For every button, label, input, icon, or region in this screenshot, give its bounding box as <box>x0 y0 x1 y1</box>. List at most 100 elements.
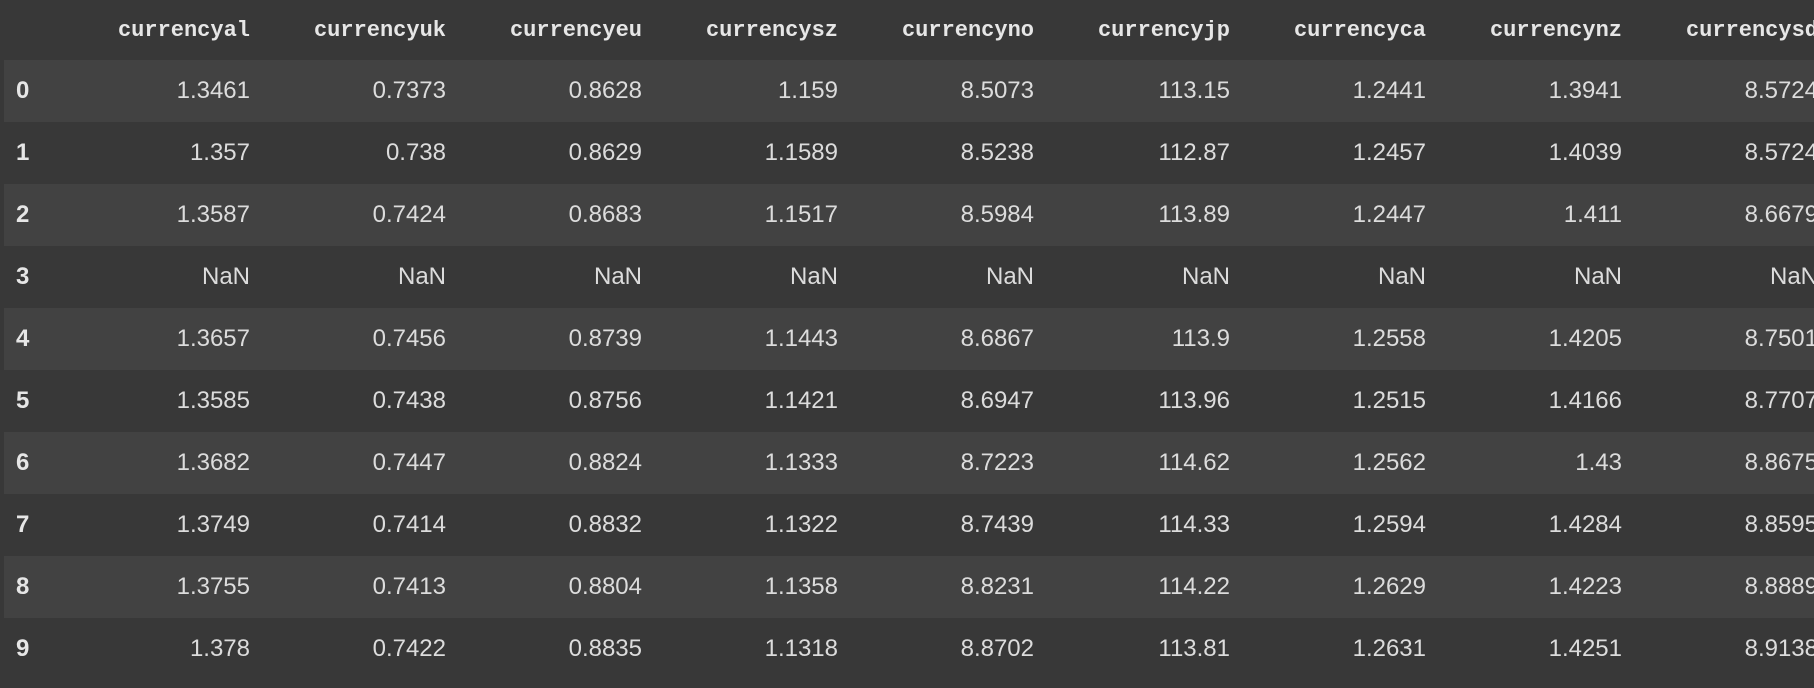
header-row: currencyal currencyuk currencyeu currenc… <box>4 0 1814 60</box>
column-header-currencyca: currencyca <box>1293 17 1426 43</box>
table-cell-currencyca: 1.2515 <box>1352 387 1426 414</box>
row-index-label: 7 <box>16 511 30 538</box>
table-cell-currencyeu: 0.8629 <box>568 139 642 166</box>
table-cell-currencyca: 1.2441 <box>1352 77 1426 104</box>
table-cell-currencynz: 1.4284 <box>1548 511 1622 538</box>
table-cell-currencyeu: 0.8628 <box>568 77 642 104</box>
table-cell-currencyuk: 0.7456 <box>372 325 446 352</box>
column-header-currencyeu: currencyeu <box>509 17 642 43</box>
row-index-label: 3 <box>16 263 30 290</box>
table-cell-currencyjp: NaN <box>1181 263 1230 290</box>
table-cell-currencyno: NaN <box>985 263 1034 290</box>
table-cell-currencysd: 8.8889 <box>1744 573 1814 600</box>
table-row: 1 1.357 0.738 0.8629 1.1589 8.5238 112.87 1.245… <box>4 122 1814 184</box>
table-cell-currencyuk: 0.7373 <box>372 77 446 104</box>
row-index-label: 2 <box>16 201 30 228</box>
table-cell-currencynz: 1.4166 <box>1548 387 1622 414</box>
column-header-currencyal: currencyal <box>117 17 250 43</box>
row-index-label: 0 <box>16 77 30 104</box>
table-cell-currencyal: 1.3682 <box>176 449 250 476</box>
table-cell-currencyeu: NaN <box>593 263 642 290</box>
table-cell-currencysz: 1.1333 <box>764 449 838 476</box>
table-header: currencyal currencyuk currencyeu currenc… <box>4 0 1814 60</box>
table-cell-currencyuk: 0.738 <box>385 139 446 166</box>
table-cell-currencyca: 1.2629 <box>1352 573 1426 600</box>
table-cell-currencyno: 8.8702 <box>960 635 1034 662</box>
table-cell-currencyal: 1.3657 <box>176 325 250 352</box>
row-index-label: 9 <box>16 635 30 662</box>
table-cell-currencyno: 8.8231 <box>960 573 1034 600</box>
table-cell-currencynz: 1.4251 <box>1548 635 1622 662</box>
table-cell-currencyca: 1.2562 <box>1352 449 1426 476</box>
table-cell-currencysd: 8.8675 <box>1744 449 1814 476</box>
table-cell-currencyjp: 113.15 <box>1158 77 1230 104</box>
table-row: 8 1.3755 0.7413 0.8804 1.1358 8.8231 114.22 1.2… <box>4 556 1814 618</box>
table-cell-currencynz: NaN <box>1573 263 1622 290</box>
table-cell-currencysd: 8.7501 <box>1744 325 1814 352</box>
table-row: 2 1.3587 0.7424 0.8683 1.1517 8.5984 113.89 1.2… <box>4 184 1814 246</box>
table-cell-currencyuk: 0.7413 <box>372 573 446 600</box>
table-cell-currencyal: NaN <box>201 263 250 290</box>
table-cell-currencyca: 1.2558 <box>1352 325 1426 352</box>
table-cell-currencyjp: 114.22 <box>1158 573 1230 600</box>
table-row: 9 1.378 0.7422 0.8835 1.1318 8.8702 113.81 1.26… <box>4 618 1814 680</box>
table-cell-currencysz: 1.1421 <box>764 387 838 414</box>
table-cell-currencyuk: 0.7422 <box>372 635 446 662</box>
table-cell-currencyjp: 113.9 <box>1171 325 1230 352</box>
column-header-currencysd: currencysd <box>1685 17 1814 43</box>
table-cell-currencysd: 8.5724 <box>1744 77 1814 104</box>
table-cell-currencysd: 8.8595 <box>1744 511 1814 538</box>
table-cell-currencysz: 1.1517 <box>764 201 838 228</box>
table-cell-currencysz: 1.1358 <box>764 573 838 600</box>
table-cell-currencysz: 1.1318 <box>764 635 838 662</box>
table-cell-currencyeu: 0.8804 <box>568 573 642 600</box>
table-cell-currencyca: 1.2447 <box>1352 201 1426 228</box>
table-cell-currencysd: 8.7707 <box>1744 387 1814 414</box>
table-cell-currencynz: 1.43 <box>1575 449 1622 476</box>
table-cell-currencyno: 8.7439 <box>960 511 1034 538</box>
table-cell-currencyal: 1.3587 <box>176 201 250 228</box>
table-cell-currencyeu: 0.8756 <box>568 387 642 414</box>
table-cell-currencyca: 1.2457 <box>1352 139 1426 166</box>
table-cell-currencyal: 1.357 <box>189 139 250 166</box>
table-cell-currencysz: 1.1443 <box>764 325 838 352</box>
table-cell-currencyuk: 0.7424 <box>372 201 446 228</box>
table-cell-currencyal: 1.3749 <box>176 511 250 538</box>
table-cell-currencyno: 8.5238 <box>960 139 1034 166</box>
table-cell-currencysz: 1.159 <box>777 77 838 104</box>
row-index-label: 4 <box>16 325 30 352</box>
row-index-label: 8 <box>16 573 30 600</box>
table-cell-currencyal: 1.378 <box>189 635 250 662</box>
column-header-currencyuk: currencyuk <box>313 17 446 43</box>
table-cell-currencyjp: 113.96 <box>1158 387 1230 414</box>
column-header-currencynz: currencynz <box>1489 17 1622 43</box>
table-cell-currencyjp: 114.62 <box>1158 449 1230 476</box>
table-body: 0 1.3461 0.7373 0.8628 1.159 8.5073 113.15 1.24… <box>4 60 1814 680</box>
index-corner-cell <box>4 0 70 60</box>
table-cell-currencyal: 1.3755 <box>176 573 250 600</box>
column-header-currencyno: currencyno <box>901 17 1034 43</box>
table-cell-currencyuk: 0.7438 <box>372 387 446 414</box>
table-cell-currencysd: 8.5724 <box>1744 139 1814 166</box>
table-row: 3 NaN NaN NaN NaN NaN NaN NaN NaN NaN <box>4 246 1814 308</box>
table-cell-currencysd: NaN <box>1769 263 1814 290</box>
table-cell-currencynz: 1.4205 <box>1548 325 1622 352</box>
table-row: 6 1.3682 0.7447 0.8824 1.1333 8.7223 114.62 1.2… <box>4 432 1814 494</box>
table-cell-currencyno: 8.6867 <box>960 325 1034 352</box>
table-cell-currencyeu: 0.8835 <box>568 635 642 662</box>
table-cell-currencyno: 8.7223 <box>960 449 1034 476</box>
table-cell-currencyeu: 0.8832 <box>568 511 642 538</box>
table-cell-currencyeu: 0.8739 <box>568 325 642 352</box>
table-cell-currencyno: 8.5984 <box>960 201 1034 228</box>
dataframe-table: currencyal currencyuk currencyeu currenc… <box>4 0 1814 680</box>
table-row: 4 1.3657 0.7456 0.8739 1.1443 8.6867 113.9 1.25… <box>4 308 1814 370</box>
table-row: 7 1.3749 0.7414 0.8832 1.1322 8.7439 114.33 1.2… <box>4 494 1814 556</box>
table-cell-currencyjp: 114.33 <box>1158 511 1230 538</box>
table-cell-currencysd: 8.6679 <box>1744 201 1814 228</box>
row-index-label: 5 <box>16 387 30 414</box>
table-cell-currencyeu: 0.8683 <box>568 201 642 228</box>
table-cell-currencyuk: 0.7414 <box>372 511 446 538</box>
table-cell-currencyuk: NaN <box>397 263 446 290</box>
table-cell-currencysz: NaN <box>789 263 838 290</box>
